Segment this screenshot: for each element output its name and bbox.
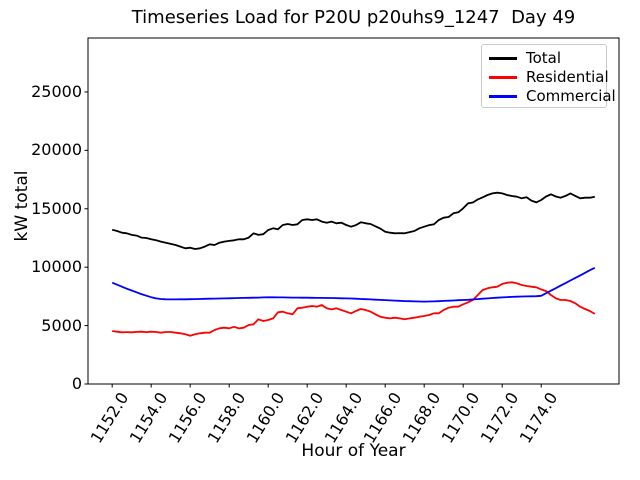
y-tick-label: 5000 [41, 315, 82, 335]
legend-item-total: Total [489, 49, 606, 68]
legend-line-sample-commercial [489, 95, 517, 98]
residential-series-line [112, 281, 596, 337]
legend-label: Residential [526, 68, 609, 86]
legend-line-sample-residential [489, 76, 517, 79]
legend-item-residential: Residential [489, 68, 609, 87]
y-tick-label: 10000 [31, 257, 82, 277]
legend-line-sample-total [489, 57, 517, 60]
legend-item-commercial: Commercial [489, 87, 616, 106]
commercial-series-line [111, 266, 596, 303]
x-axis-label: Hour of Year [301, 441, 406, 461]
y-tick-label: 0 [71, 374, 82, 393]
axes-frame [87, 37, 620, 385]
y-tick-label: 25000 [31, 81, 82, 101]
legend: Total Residential Commercial [481, 44, 616, 108]
total-series-line [111, 191, 595, 250]
legend-label: Total [526, 49, 562, 67]
legend-label: Commercial [526, 87, 616, 105]
y-tick-label: 15000 [31, 198, 82, 218]
chart-title: Timeseries Load for P20U p20uhs9_1247 Da… [131, 7, 576, 28]
y-tick-label: 20000 [31, 140, 82, 160]
